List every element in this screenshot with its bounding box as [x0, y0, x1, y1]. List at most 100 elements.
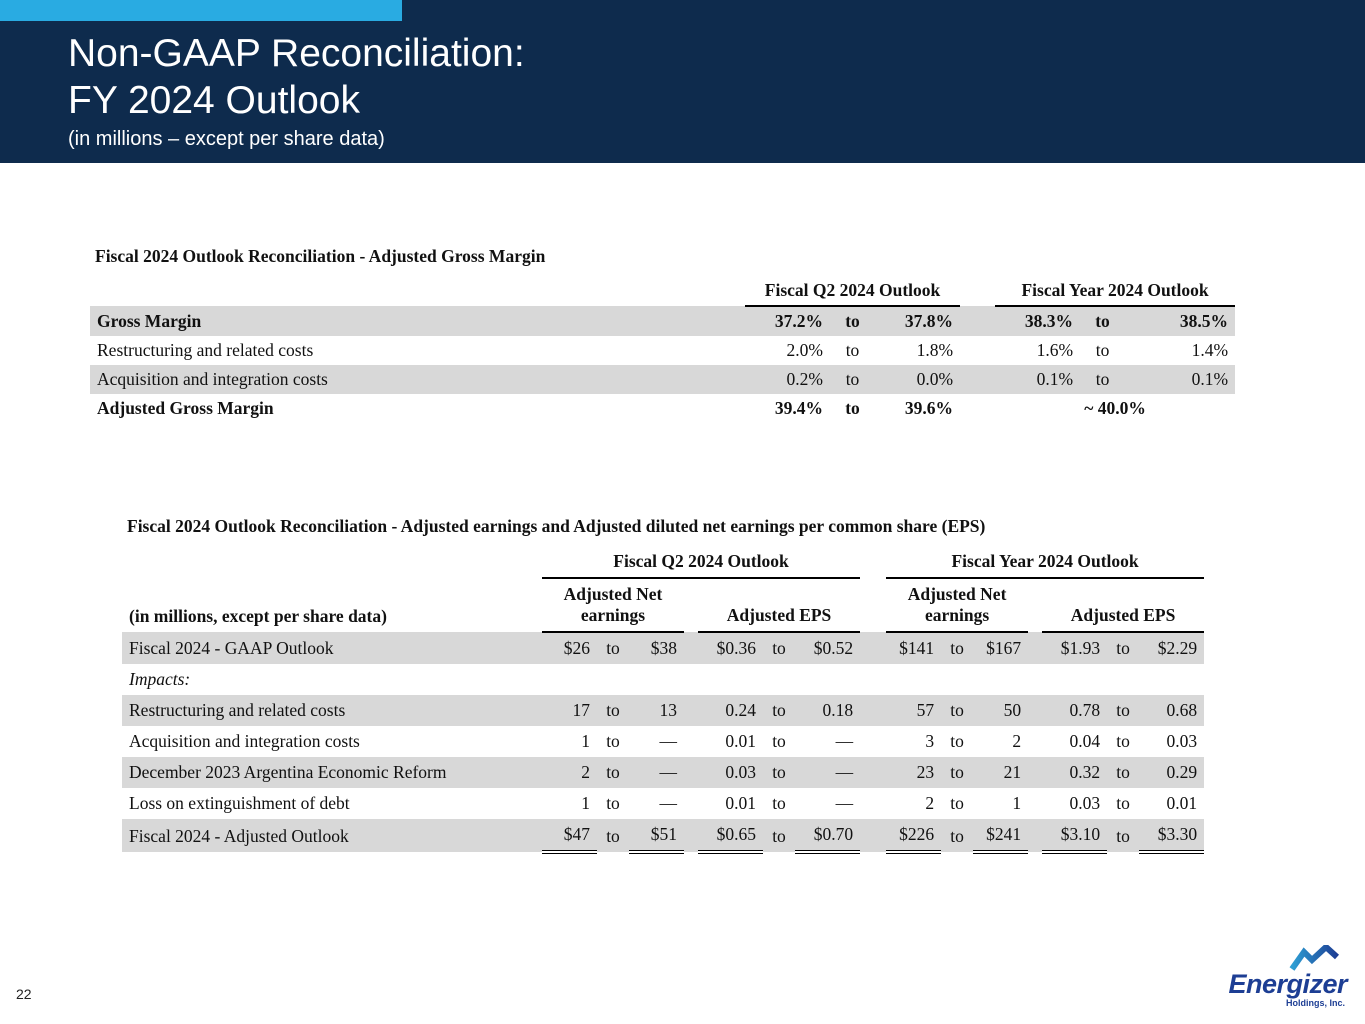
value-cell: 2 [542, 757, 597, 788]
value-cell: — [629, 757, 684, 788]
value-cell: — [659, 793, 678, 813]
spacer-cell [960, 336, 995, 365]
value-cell: 0.24 [698, 695, 763, 726]
to-cell: to [830, 365, 875, 394]
value-cell: $0.65 [698, 819, 763, 854]
energizer-bolt-icon [1289, 945, 1340, 971]
to-cell: to [763, 819, 795, 852]
accent-bar [0, 0, 402, 21]
value-cell: 0.01 [1166, 793, 1198, 813]
to-cell: to [941, 695, 974, 726]
value-cell: 39.6% [904, 398, 954, 418]
value-cell: 1.6% [1036, 340, 1074, 360]
value-cell: 50 [973, 695, 1029, 726]
row-label: Fiscal 2024 - GAAP Outlook [122, 632, 542, 664]
table-row: Acquisition and integration costs 1 to —… [122, 726, 1204, 757]
value-cell: ~ 40.0% [1084, 398, 1146, 418]
eps-group-header-row: Fiscal Q2 2024 Outlook Fiscal Year 2024 … [122, 546, 1205, 579]
to-cell: to [763, 757, 795, 788]
value-cell: 23 [886, 757, 942, 788]
adjusted-net-earnings-header: Adjusted Net earnings [886, 578, 1029, 633]
fy-outlook-header: Fiscal Year 2024 Outlook [995, 276, 1236, 307]
value-cell: 0.01 [725, 793, 756, 813]
value-cell: 2.0% [786, 340, 823, 360]
value-cell: 38.5% [1125, 306, 1236, 336]
empty-cell [973, 664, 1028, 695]
spacer-cell [1028, 757, 1043, 788]
value-cell: $241 [973, 819, 1029, 854]
value-cell: 1.4% [1191, 340, 1229, 360]
to-cell: to [1107, 819, 1140, 852]
empty-cell [1139, 664, 1204, 695]
to-cell: to [941, 757, 974, 788]
value-cell: 0.03 [698, 757, 763, 788]
empty-corner-cell [122, 546, 542, 578]
to-cell: to [763, 632, 795, 664]
value-cell: 0.03 [1166, 731, 1198, 751]
to-cell: to [772, 793, 786, 813]
spacer-cell [684, 757, 698, 788]
value-cell: 0.2% [745, 365, 830, 394]
table-row: Fiscal 2024 - Adjusted Outlook $47 to $5… [122, 819, 1205, 854]
value-cell: 0.32 [1042, 757, 1108, 788]
table-row: Gross Margin 37.2% to 37.8% 38.3% to 38.… [90, 306, 1236, 336]
value-cell: $47 [542, 819, 597, 854]
value-cell: 37.2% [745, 306, 830, 336]
spacer-cell [684, 632, 698, 664]
to-cell: to [763, 695, 795, 726]
spacer-cell [684, 578, 698, 632]
to-cell: to [1095, 340, 1110, 360]
to-cell: to [1107, 757, 1140, 788]
value-cell: 1.8% [916, 340, 954, 360]
to-cell: to [941, 632, 974, 664]
empty-cell [542, 664, 597, 695]
eps-table-title: Fiscal 2024 Outlook Reconciliation - Adj… [127, 516, 986, 536]
to-cell: to [950, 731, 964, 751]
to-cell: to [941, 819, 974, 852]
value-cell: — [835, 731, 854, 751]
eps-table: Fiscal Q2 2024 Outlook Fiscal Year 2024 … [122, 546, 1205, 854]
spacer-cell [1028, 726, 1042, 757]
spacer-cell [1028, 788, 1042, 819]
value-cell: 0.01 [725, 731, 756, 751]
value-cell: 3 [925, 731, 935, 751]
adjusted-eps-header: Adjusted EPS [1042, 578, 1205, 633]
energizer-logo: Energizer Holdings, Inc. [1207, 945, 1348, 1008]
empty-cell [1107, 664, 1139, 695]
value-cell: $38 [629, 632, 684, 664]
to-cell: to [597, 695, 629, 726]
spacer-cell [684, 695, 698, 726]
table-row: Restructuring and related costs 2.0% to … [90, 336, 1235, 365]
table-row: Fiscal 2024 - GAAP Outlook $26 to $38 $0… [122, 632, 1205, 664]
slide-title-block: Non-GAAP Reconciliation: FY 2024 Outlook… [68, 30, 525, 152]
gross-margin-table: Fiscal Q2 2024 Outlook Fiscal Year 2024 … [90, 276, 1236, 423]
value-cell: $1.93 [1042, 632, 1108, 664]
value-cell: 57 [886, 695, 942, 726]
value-cell: $141 [886, 632, 942, 664]
empty-cell [795, 664, 860, 695]
row-label: Gross Margin [90, 306, 745, 336]
row-label: Restructuring and related costs [97, 340, 314, 360]
value-cell: 21 [973, 757, 1029, 788]
value-cell: — [835, 793, 854, 813]
spacer-cell [860, 664, 886, 695]
gross-margin-table-title: Fiscal 2024 Outlook Reconciliation - Adj… [95, 246, 546, 266]
to-cell: to [1080, 306, 1126, 336]
value-cell: 0.1% [995, 365, 1081, 394]
value-cell: 0.0% [875, 365, 961, 394]
value-cell: 0.68 [1139, 695, 1205, 726]
empty-cell [886, 664, 941, 695]
spacer-cell [960, 276, 995, 306]
spacer-cell [1028, 695, 1043, 726]
header-banner: Non-GAAP Reconciliation: FY 2024 Outlook… [0, 0, 1365, 163]
row-label: December 2023 Argentina Economic Reform [122, 757, 542, 788]
value-cell: 0.04 [1069, 731, 1101, 751]
empty-cell [941, 664, 973, 695]
value-cell: 38.3% [995, 306, 1081, 336]
spacer-cell [1028, 819, 1043, 852]
value-cell: 39.4% [774, 398, 823, 418]
empty-cell [1042, 664, 1107, 695]
value-cell: 0.29 [1139, 757, 1205, 788]
value-cell: — [795, 757, 861, 788]
